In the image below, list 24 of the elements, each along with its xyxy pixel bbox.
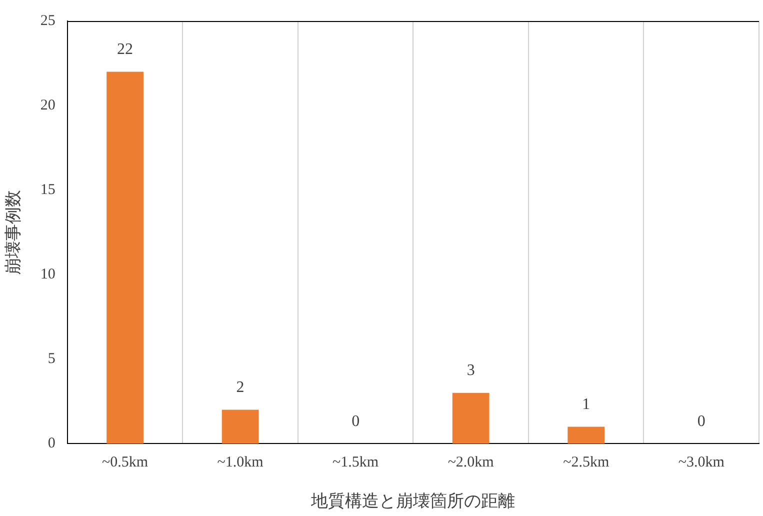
y-tick-label: 25 bbox=[40, 12, 56, 29]
data-label: 22 bbox=[117, 40, 134, 58]
bar bbox=[106, 72, 144, 444]
x-tick-label: ~0.5km bbox=[102, 454, 148, 471]
y-tick-label: 10 bbox=[40, 266, 56, 282]
y-tick-label: 0 bbox=[48, 436, 56, 452]
bar bbox=[452, 392, 490, 444]
data-label: 3 bbox=[466, 362, 475, 380]
data-label: 1 bbox=[582, 396, 590, 413]
data-label: 2 bbox=[236, 378, 244, 396]
y-tick-label: 20 bbox=[40, 97, 56, 114]
y-tick-label: 15 bbox=[40, 182, 56, 198]
x-tick-label: ~1.0km bbox=[217, 454, 264, 471]
x-tick-label: ~1.5km bbox=[332, 454, 379, 471]
data-label: 0 bbox=[352, 412, 360, 430]
x-tick-label: ~3.0km bbox=[678, 454, 725, 471]
x-tick-label: ~2.0km bbox=[448, 454, 494, 471]
x-axis-title: 地質構造と崩壊箇所の距離 bbox=[310, 491, 516, 510]
bar bbox=[568, 426, 605, 444]
x-tick-label: ~2.5km bbox=[563, 454, 610, 471]
y-axis-title: 崩壊事例数 bbox=[4, 190, 23, 275]
bar bbox=[222, 410, 259, 444]
data-label: 0 bbox=[697, 412, 706, 430]
y-tick-label: 5 bbox=[48, 351, 56, 368]
